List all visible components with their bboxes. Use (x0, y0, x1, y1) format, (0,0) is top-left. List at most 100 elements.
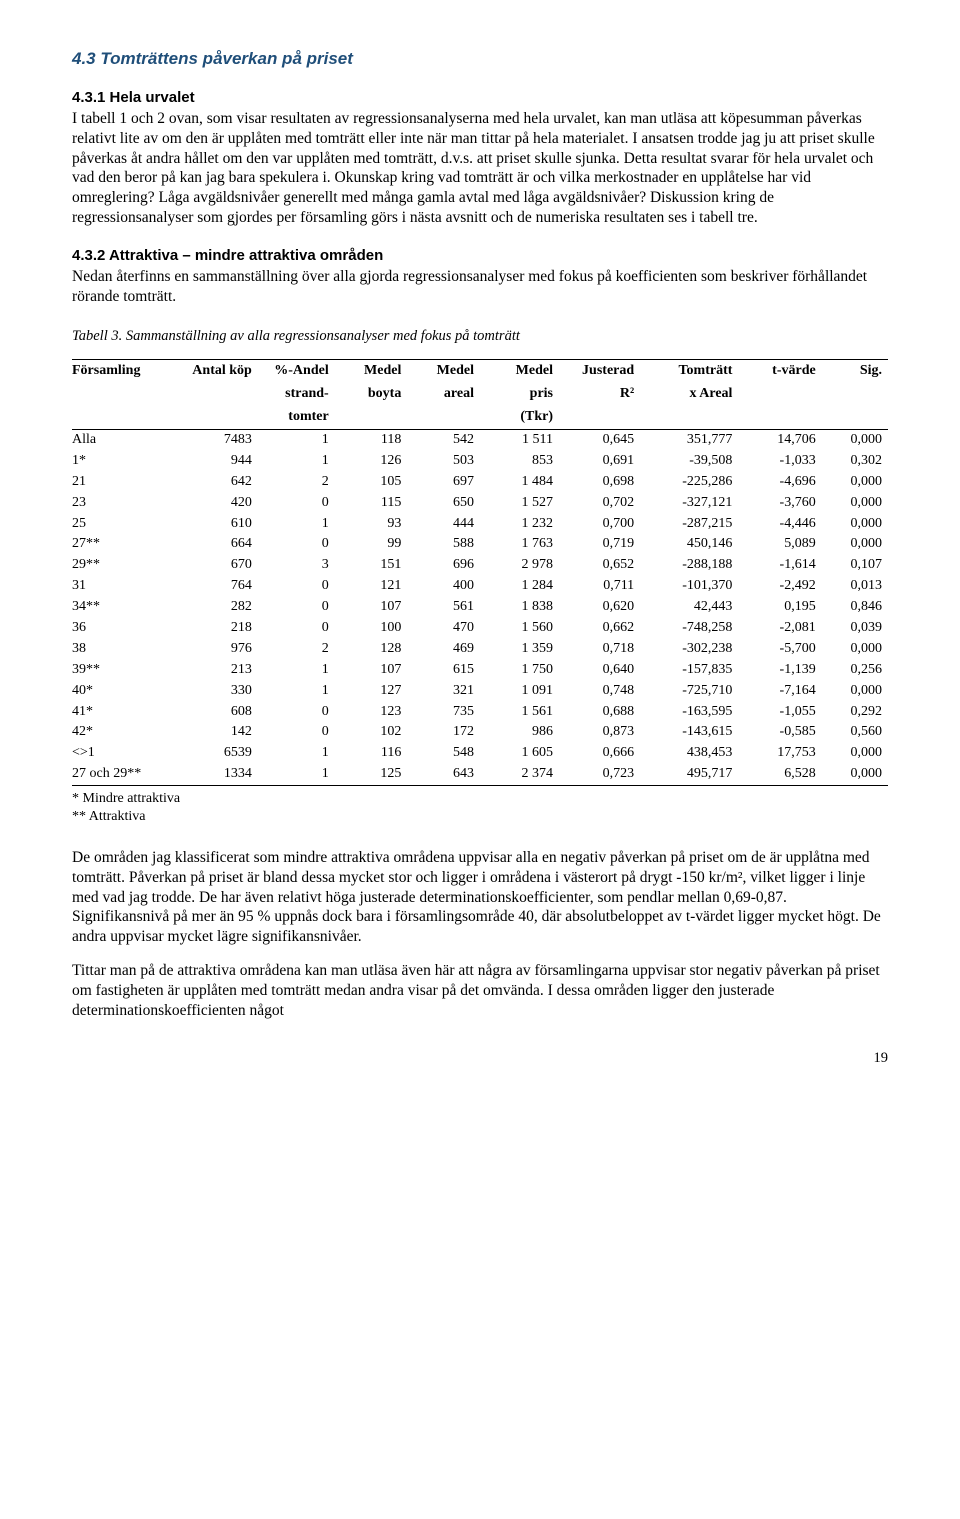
table-cell: 0,723 (559, 764, 640, 785)
table-cell: -1,033 (738, 451, 821, 472)
table-cell: -225,286 (640, 472, 738, 493)
table-cell: 853 (480, 451, 559, 472)
table-cell: -1,614 (738, 555, 821, 576)
table-cell: 39** (72, 660, 185, 681)
table-cell: 1 284 (480, 576, 559, 597)
table-cell: 420 (185, 493, 258, 514)
table-cell: 2 (258, 639, 335, 660)
table-cell: 976 (185, 639, 258, 660)
heading-4-3-1: 4.3.1 Hela urvalet (72, 88, 888, 107)
table-cell: 0,700 (559, 514, 640, 535)
table-cell: 100 (335, 618, 408, 639)
table-cell: 0 (258, 534, 335, 555)
table-cell: 123 (335, 702, 408, 723)
table-cell: -143,615 (640, 722, 738, 743)
table-cell: 1 560 (480, 618, 559, 639)
table-cell: 0,195 (738, 597, 821, 618)
table-header-cell: t-värde (738, 360, 821, 383)
table-header-cell: (Tkr) (480, 406, 559, 429)
table-header-cell: x Areal (640, 383, 738, 406)
table-header-cell: strand- (258, 383, 335, 406)
table-cell: 0,873 (559, 722, 640, 743)
table-header-cell: Sig. (822, 360, 888, 383)
table-cell: 172 (407, 722, 480, 743)
table-row: 2164221056971 4840,698-225,286-4,6960,00… (72, 472, 888, 493)
table-cell: 3 (258, 555, 335, 576)
table-cell: 1 (258, 764, 335, 785)
table-cell: 34** (72, 597, 185, 618)
table-cell: 764 (185, 576, 258, 597)
table-header-cell (72, 383, 185, 406)
table-cell: 321 (407, 681, 480, 702)
table-cell: -39,508 (640, 451, 738, 472)
table-cell: 561 (407, 597, 480, 618)
table-cell: -288,188 (640, 555, 738, 576)
table-cell: 128 (335, 639, 408, 660)
table-cell: 542 (407, 429, 480, 450)
table-cell: 1 091 (480, 681, 559, 702)
table-header-cell (185, 406, 258, 429)
paragraph-results-1: De områden jag klassificerat som mindre … (72, 848, 888, 947)
table-cell: 0 (258, 576, 335, 597)
table-cell: 0 (258, 618, 335, 639)
table-cell: -3,760 (738, 493, 821, 514)
table-cell: 213 (185, 660, 258, 681)
table-cell: 0,039 (822, 618, 888, 639)
table-cell: 2 374 (480, 764, 559, 785)
table-cell: 0,645 (559, 429, 640, 450)
table-cell: 1 511 (480, 429, 559, 450)
table-cell: 470 (407, 618, 480, 639)
table-cell: -327,121 (640, 493, 738, 514)
table-cell: 0,711 (559, 576, 640, 597)
table-header-cell: Tomträtt (640, 360, 738, 383)
table-header-cell (738, 383, 821, 406)
table-header-cell: Medel (407, 360, 480, 383)
table-cell: 6,528 (738, 764, 821, 785)
table3-footnotes: * Mindre attraktiva ** Attraktiva (72, 790, 888, 826)
table-cell: 38 (72, 639, 185, 660)
table-cell: 0 (258, 597, 335, 618)
table3-caption: Tabell 3. Sammanställning av alla regres… (72, 327, 888, 346)
table-cell: 125 (335, 764, 408, 785)
table-cell: 115 (335, 493, 408, 514)
table-cell: 696 (407, 555, 480, 576)
paragraph-4-3-1: I tabell 1 och 2 ovan, som visar resulta… (72, 109, 888, 228)
table-cell: -0,585 (738, 722, 821, 743)
table-cell: -4,446 (738, 514, 821, 535)
table-cell: -302,238 (640, 639, 738, 660)
table-3: FörsamlingAntal köp%-AndelMedelMedelMede… (72, 359, 888, 786)
table-cell: 1334 (185, 764, 258, 785)
table-header-cell: pris (480, 383, 559, 406)
table-cell: 0,719 (559, 534, 640, 555)
table-header-cell: Församling (72, 360, 185, 383)
page-number: 19 (72, 1049, 888, 1068)
table-cell: 1* (72, 451, 185, 472)
table-cell: 0,256 (822, 660, 888, 681)
table-cell: 400 (407, 576, 480, 597)
table-cell: 41* (72, 702, 185, 723)
table-3-header: FörsamlingAntal köp%-AndelMedelMedelMede… (72, 360, 888, 430)
table-cell: 1 (258, 660, 335, 681)
table-cell: 0 (258, 702, 335, 723)
table-cell: -725,710 (640, 681, 738, 702)
table-3-body: Alla748311185421 5110,645351,77714,7060,… (72, 429, 888, 785)
table-cell: 0,302 (822, 451, 888, 472)
table-cell: 495,717 (640, 764, 738, 785)
table-cell: 93 (335, 514, 408, 535)
table-header-cell (185, 383, 258, 406)
table-cell: <>1 (72, 743, 185, 764)
table-cell: 1 763 (480, 534, 559, 555)
table-header-cell: Medel (480, 360, 559, 383)
table-cell: 1 (258, 743, 335, 764)
table-cell: 330 (185, 681, 258, 702)
table-header-cell: boyta (335, 383, 408, 406)
table-cell: 608 (185, 702, 258, 723)
table-cell: 670 (185, 555, 258, 576)
heading-4-3: 4.3 Tomträttens påverkan på priset (72, 48, 888, 70)
table-header-cell: areal (407, 383, 480, 406)
table-cell: -2,492 (738, 576, 821, 597)
table-header-cell (640, 406, 738, 429)
table-cell: 0,000 (822, 534, 888, 555)
table-cell: 0,000 (822, 472, 888, 493)
table-header-cell (407, 406, 480, 429)
